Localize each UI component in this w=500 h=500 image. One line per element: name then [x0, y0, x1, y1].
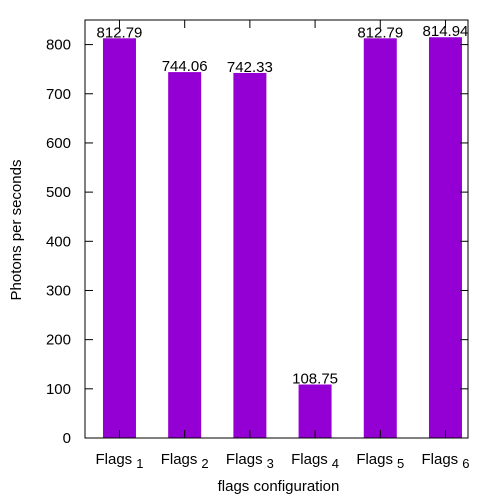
value-label: 744.06 — [162, 58, 208, 75]
plot-frame — [85, 20, 468, 438]
x-tick-label: Flags 3 — [226, 451, 274, 471]
y-tick-label: 800 — [46, 37, 71, 54]
x-axis-label: flags configuration — [218, 478, 340, 495]
y-tick-label: 0 — [63, 430, 71, 447]
bar — [299, 385, 332, 438]
y-tick-label: 500 — [46, 184, 71, 201]
value-label: 812.79 — [97, 24, 143, 41]
value-label: 742.33 — [227, 59, 273, 76]
bar — [233, 73, 266, 438]
value-label: 108.75 — [292, 371, 338, 388]
value-label: 812.79 — [357, 24, 403, 41]
y-tick-label: 200 — [46, 332, 71, 349]
y-tick-label: 700 — [46, 86, 71, 103]
bars-group — [103, 37, 462, 438]
x-tick-label: Flags 6 — [422, 451, 470, 471]
y-axis-label: Photons per seconds — [8, 160, 25, 301]
bar — [429, 37, 462, 438]
bar — [168, 72, 201, 438]
bar — [364, 38, 397, 438]
y-tick-label: 600 — [46, 135, 71, 152]
y-tick-label: 300 — [46, 282, 71, 299]
bar — [103, 38, 136, 438]
x-tick-label: Flags 4 — [291, 451, 339, 471]
y-tick-label: 100 — [46, 381, 71, 398]
x-tick-label: Flags 5 — [356, 451, 404, 471]
x-axis-ticks: Flags 1 Flags 2 Flags 3 Flags 4 Flags 5 Flags 6 — [96, 20, 470, 471]
x-tick-label: Flags 1 — [96, 451, 144, 471]
y-tick-label: 400 — [46, 233, 71, 250]
value-label: 814.94 — [423, 23, 469, 40]
value-labels-group: 812.79 744.06 742.33 108.75 812.79 814.94 — [97, 23, 469, 387]
x-tick-label: Flags 2 — [161, 451, 209, 471]
